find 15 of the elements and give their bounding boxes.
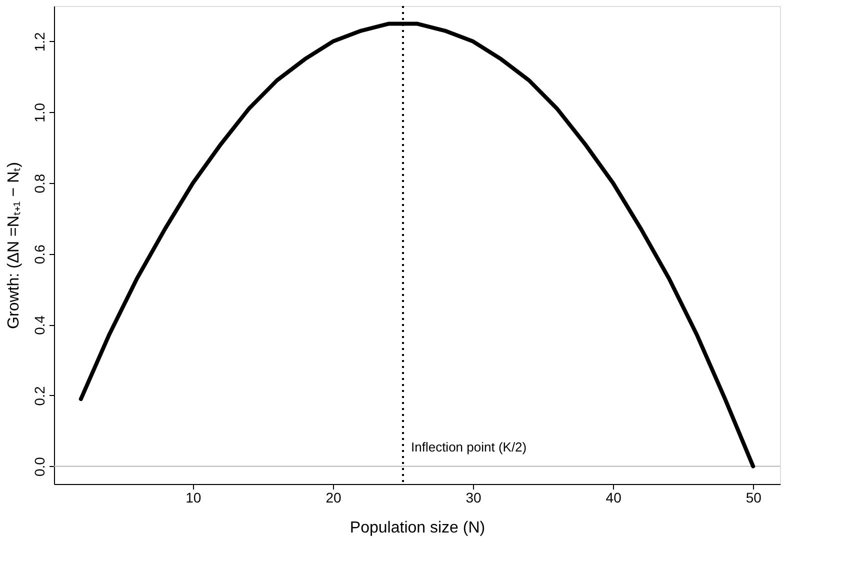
y-tick-label: 0.6: [32, 244, 48, 264]
x-tick-label: 50: [746, 490, 762, 506]
y-tick-label: 0.0: [32, 456, 48, 477]
x-tick-label: 40: [606, 490, 622, 506]
y-tick-label: 1.0: [32, 102, 48, 122]
y-tick-label: 0.4: [32, 315, 48, 335]
x-axis-title: Population size (N): [350, 520, 486, 536]
ref-line-label: Inflection point (K/2): [410, 439, 527, 454]
x-tick-label: 30: [466, 490, 482, 506]
x-tick-label: 20: [326, 490, 342, 506]
y-tick-label: 0.2: [32, 386, 48, 406]
y-tick-label: 1.2: [32, 32, 48, 52]
y-tick-label: 0.8: [32, 174, 48, 194]
y-axis-title: Growth: (ΔN =Nₜ₊₁ − Nₜ): [6, 162, 22, 329]
x-tick-label: 10: [186, 490, 202, 506]
